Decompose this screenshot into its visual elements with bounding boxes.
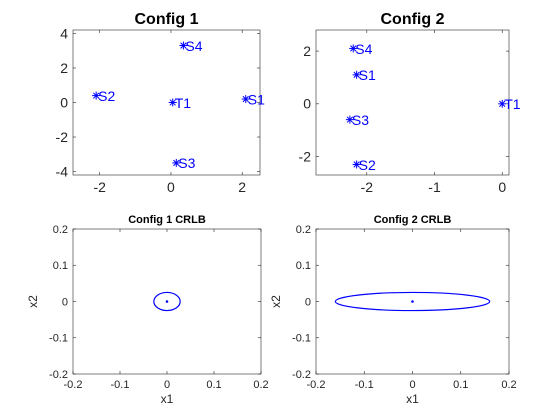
axes-box (315, 29, 510, 176)
y-tick-label: 4 (60, 25, 68, 41)
data-point-s2: S2 (352, 157, 376, 173)
data-point-s3: S3 (172, 155, 196, 171)
x-tick-label: 0 (167, 179, 175, 195)
data-point-s1: S1 (352, 67, 376, 83)
point-label: S4 (355, 41, 372, 57)
x-tick-label: -2 (361, 179, 374, 195)
x-tick-label: 0 (164, 379, 170, 391)
x-tick-label: 0.2 (253, 379, 268, 391)
subplot-2: -2 -1 0 -2 0 2 Config 2 S1 S2 S3 S4 T1 (299, 11, 521, 195)
x-tick-label: -2 (93, 179, 106, 195)
data-point-s2: S2 (92, 88, 115, 104)
point-label: S3 (352, 112, 369, 128)
data-point-t1: T1 (168, 95, 192, 111)
y-tick-label: 0.1 (296, 260, 311, 272)
x-tick-label: 0.1 (453, 379, 468, 391)
y-tick-label: -0.2 (292, 369, 311, 381)
x-tick-label: -0.1 (355, 379, 374, 391)
data-point-s1: S1 (241, 91, 265, 107)
x-axis-label: x1 (406, 392, 419, 406)
point-label: T1 (504, 96, 521, 112)
data-point-t1: T1 (498, 96, 521, 112)
x-tick-label: 0 (498, 179, 506, 195)
point-marker (346, 116, 354, 123)
x-tick-label: 0 (409, 379, 415, 391)
x-tick-label: -0.2 (64, 379, 83, 391)
x-tick-label: 0.2 (501, 379, 516, 391)
x-tick-label: 2 (238, 179, 246, 195)
y-tick-label: 0 (62, 296, 68, 308)
point-label: S4 (185, 38, 202, 54)
x-tick-label: -0.1 (111, 379, 130, 391)
chart-title: Config 1 CRLB (128, 214, 206, 226)
y-axis-label: x2 (269, 295, 283, 308)
y-tick-label: 0.2 (53, 224, 68, 236)
y-tick-label: 0 (303, 96, 311, 112)
point-label: S1 (248, 91, 265, 107)
y-tick-label: 0 (60, 94, 68, 110)
y-tick-label: 2 (60, 60, 68, 76)
chart-title: Config 2 CRLB (374, 214, 452, 226)
point-marker (353, 161, 360, 168)
point-label: T1 (175, 95, 192, 111)
center-point (165, 300, 169, 303)
crlb-ellipse (153, 291, 181, 312)
point-marker (350, 45, 357, 52)
crlb-ellipse (334, 291, 491, 312)
x-tick-label: 0.1 (206, 379, 221, 391)
point-marker (242, 95, 249, 103)
point-label: S2 (359, 157, 376, 173)
subplot-4: -0.2 -0.1 0 0.1 0.2 -0.2 -0.1 0 0.1 0.2 Config 2 C… (269, 214, 517, 406)
y-tick-label: -0.1 (49, 333, 68, 345)
point-label: S3 (178, 155, 195, 171)
y-axis-label: x2 (26, 295, 40, 308)
data-point-s4: S4 (349, 41, 373, 57)
y-tick-label: 0 (305, 296, 311, 308)
subplot-1: -2 0 2 -4 -2 0 2 4 Config 1 S1 S2 S3 S4 T1 (56, 11, 266, 195)
y-tick-label: -0.2 (49, 369, 68, 381)
point-marker (180, 42, 187, 49)
point-marker (173, 159, 180, 167)
y-tick-label: -2 (299, 148, 312, 164)
y-tick-label: -0.1 (292, 333, 311, 345)
x-tick-label: -0.2 (307, 379, 326, 391)
point-label: S1 (359, 67, 376, 83)
y-tick-label: -4 (56, 163, 69, 179)
chart-title: Config 2 (381, 11, 445, 28)
x-axis-label: x1 (161, 392, 174, 406)
y-tick-label: 0.2 (296, 224, 311, 236)
data-point-s4: S4 (179, 38, 203, 54)
point-label: S2 (98, 88, 115, 104)
center-point (411, 300, 414, 303)
point-marker (499, 100, 506, 107)
point-marker (92, 92, 100, 99)
chart-title: Config 1 (135, 11, 199, 28)
y-tick-label: 2 (303, 43, 311, 59)
subplot-3: -0.2 -0.1 0 0.1 0.2 -0.2 -0.1 0 0.1 0.2 Config 1 C… (26, 214, 269, 406)
y-tick-label: 0.1 (53, 260, 68, 272)
y-tick-label: -2 (56, 129, 69, 145)
point-marker (169, 99, 176, 106)
data-point-s3: S3 (345, 112, 369, 128)
x-tick-label: -1 (428, 179, 441, 195)
point-marker (353, 71, 360, 78)
